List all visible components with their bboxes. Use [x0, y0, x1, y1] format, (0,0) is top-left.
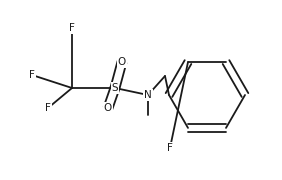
Text: S: S — [112, 83, 118, 93]
Text: F: F — [29, 70, 35, 80]
Text: O: O — [104, 103, 112, 113]
Text: O: O — [118, 57, 126, 67]
Text: F: F — [167, 143, 173, 153]
Text: F: F — [45, 103, 51, 113]
Text: N: N — [144, 90, 152, 100]
Text: F: F — [69, 23, 75, 33]
